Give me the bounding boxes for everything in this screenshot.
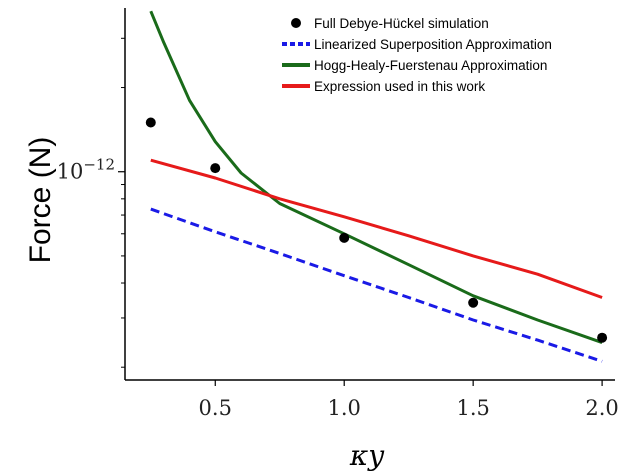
series-line-1 bbox=[149, 10, 603, 345]
legend-label: Expression used in this work bbox=[314, 79, 485, 94]
series-0-group bbox=[150, 207, 603, 363]
x-tick-label: 1.0 bbox=[328, 396, 361, 420]
axes: 0.5 1.0 1.5 2.0 10−12 bbox=[57, 8, 619, 420]
series-2-group bbox=[150, 158, 603, 299]
legend-item-0: Full Debye-Hückel simulation bbox=[291, 16, 489, 31]
legend-label: Hogg-Healy-Fuerstenau Approximation bbox=[314, 58, 547, 73]
legend-item-3: Expression used in this work bbox=[282, 79, 485, 94]
series-line-2 bbox=[150, 158, 603, 299]
legend-item-1: Linearized Superposition Approximation bbox=[282, 37, 552, 52]
data-point bbox=[597, 332, 608, 343]
legend-label: Linearized Superposition Approximation bbox=[314, 37, 552, 52]
data-point bbox=[145, 117, 156, 128]
x-axis-label: κy bbox=[349, 439, 385, 472]
y-tick-label: 10−12 bbox=[57, 156, 115, 184]
series-1-group bbox=[149, 10, 603, 345]
series-line-0 bbox=[150, 207, 603, 363]
legend-item-2: Hogg-Healy-Fuerstenau Approximation bbox=[282, 58, 547, 73]
legend-label: Full Debye-Hückel simulation bbox=[314, 16, 489, 31]
legend: Full Debye-Hückel simulation Linearized S… bbox=[282, 16, 552, 94]
x-tick-label: 1.5 bbox=[456, 396, 489, 420]
data-point bbox=[339, 232, 350, 243]
plot-area bbox=[145, 10, 608, 363]
data-point bbox=[210, 163, 221, 174]
data-point bbox=[468, 297, 479, 308]
x-tick-label: 0.5 bbox=[199, 396, 232, 420]
legend-marker-point bbox=[291, 18, 301, 28]
y-axis-label: Force (N) bbox=[24, 137, 57, 264]
scatter-group-0 bbox=[145, 117, 608, 343]
x-tick-label: 2.0 bbox=[585, 396, 618, 420]
